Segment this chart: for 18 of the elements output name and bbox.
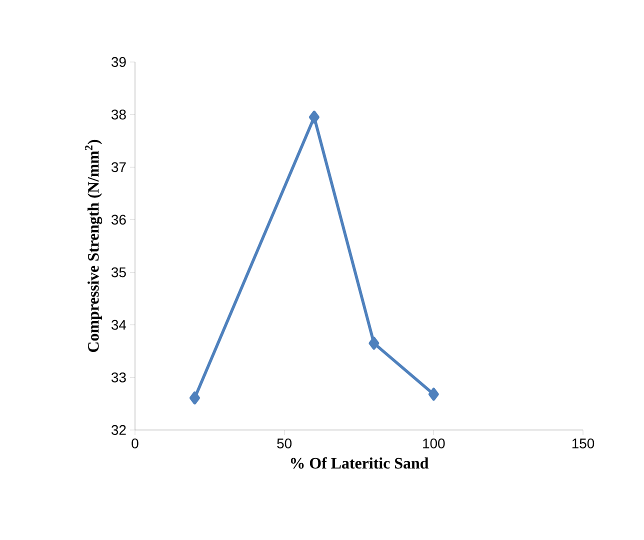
x-axis-title: % Of Lateritic Sand	[290, 457, 429, 469]
y-tick-label: 35	[112, 267, 126, 278]
y-tick-label: 39	[112, 57, 126, 67]
y-tick-label: 37	[112, 162, 126, 172]
x-tick-label: 50	[277, 438, 292, 448]
y-tick-label: 38	[112, 110, 126, 120]
point	[368, 336, 380, 350]
point	[428, 388, 439, 401]
y-tick-label: 32	[112, 425, 126, 435]
y-tick-label: 33	[112, 372, 126, 382]
x-tick-label: 150	[572, 438, 594, 448]
y-axis-title: Compressive Strength (N/mm$^{2}$)	[84, 140, 102, 352]
x-tick-label: 0	[132, 438, 138, 448]
y-tick-label: 34	[112, 320, 126, 330]
y-tick-label: 36	[112, 214, 126, 225]
point	[189, 391, 200, 404]
point	[308, 110, 320, 124]
x-tick-label: 100	[423, 438, 445, 448]
